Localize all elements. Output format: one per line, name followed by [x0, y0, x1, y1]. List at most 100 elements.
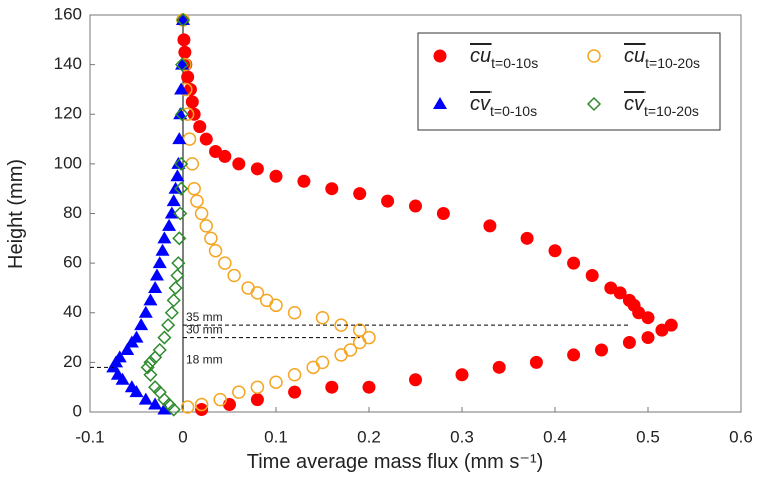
point: [173, 107, 188, 120]
point: [362, 380, 376, 394]
y-tick-label: 40: [63, 302, 82, 321]
point: [164, 305, 179, 320]
point: [520, 231, 534, 245]
point: [170, 268, 185, 283]
point: [157, 231, 172, 244]
point: [193, 120, 207, 134]
point: [641, 331, 655, 345]
point: [168, 280, 183, 295]
legend-subscript: t=10-20s: [644, 103, 699, 119]
point: [148, 397, 163, 410]
point: [166, 194, 181, 207]
point: [166, 402, 181, 417]
point: [250, 380, 265, 394]
point: [171, 156, 186, 169]
legend-label: cut=10-20s: [624, 45, 700, 71]
legend-name: cu: [470, 45, 491, 67]
point: [190, 194, 204, 208]
x-tick-label: 0.2: [357, 427, 381, 446]
x-tick-label: 0.1: [264, 427, 288, 446]
point: [436, 207, 450, 220]
point: [134, 318, 149, 331]
point: [362, 330, 376, 345]
point: [213, 392, 227, 407]
point: [174, 82, 189, 95]
x-tick-label: -0.1: [75, 427, 104, 446]
point: [178, 45, 192, 59]
x-axis-title: Time average mass flux (mm s⁻¹): [247, 451, 544, 473]
point: [664, 318, 678, 332]
point: [152, 385, 167, 400]
point: [143, 293, 158, 306]
point: [140, 360, 155, 375]
point: [483, 219, 497, 233]
point: [306, 360, 320, 375]
point: [325, 182, 339, 196]
point: [166, 293, 181, 308]
legend-label: cut=0-10s: [470, 45, 538, 71]
legend-label: cvt=10-20s: [624, 93, 699, 119]
point: [173, 206, 188, 221]
y-tick-label: 0: [73, 401, 82, 420]
point: [287, 368, 302, 382]
point: [241, 281, 255, 295]
point: [567, 256, 581, 270]
point: [199, 132, 213, 146]
point: [174, 156, 189, 171]
point: [161, 397, 177, 412]
point: [149, 268, 164, 281]
y-tick-label: 160: [54, 4, 82, 23]
point: [182, 132, 197, 146]
legend-subscript: t=10-20s: [645, 55, 700, 71]
point: [315, 310, 330, 325]
point: [409, 373, 422, 387]
point: [152, 256, 167, 269]
point: [187, 181, 201, 196]
point: [181, 70, 195, 84]
point: [227, 268, 241, 283]
point: [622, 293, 636, 307]
point: [595, 343, 608, 357]
point: [259, 293, 274, 308]
y-tick-label: 80: [63, 203, 82, 222]
point: [155, 243, 170, 256]
point: [175, 107, 190, 122]
point: [162, 218, 177, 231]
point: [586, 96, 602, 112]
point: [195, 403, 209, 417]
point: [287, 306, 302, 320]
point: [218, 256, 232, 270]
point: [143, 355, 158, 370]
point: [112, 350, 127, 363]
point: [170, 169, 185, 182]
point: [455, 368, 469, 382]
x-tick-label: 0.3: [450, 427, 474, 446]
point: [185, 95, 199, 109]
point: [152, 342, 167, 358]
annotation-label: 35 mm: [186, 310, 223, 324]
point: [269, 169, 283, 183]
point: [622, 336, 636, 350]
point: [604, 281, 618, 295]
x-tick-label: 0.6: [729, 427, 753, 446]
point: [409, 199, 422, 213]
y-tick-label: 60: [63, 253, 82, 272]
point: [209, 144, 223, 158]
point: [223, 398, 236, 412]
point: [352, 323, 367, 337]
y-tick-label: 20: [63, 352, 82, 371]
point: [110, 367, 125, 380]
point: [585, 269, 599, 283]
point: [148, 280, 163, 293]
point: [232, 385, 246, 399]
point: [124, 380, 139, 393]
point: [232, 157, 246, 171]
point: [204, 231, 218, 246]
y-axis-title: Height (mm): [5, 159, 27, 269]
point: [194, 397, 209, 412]
point: [334, 348, 348, 362]
legend-name: cv: [624, 93, 645, 115]
y-tick-label: 100: [54, 153, 82, 172]
point: [183, 82, 197, 96]
